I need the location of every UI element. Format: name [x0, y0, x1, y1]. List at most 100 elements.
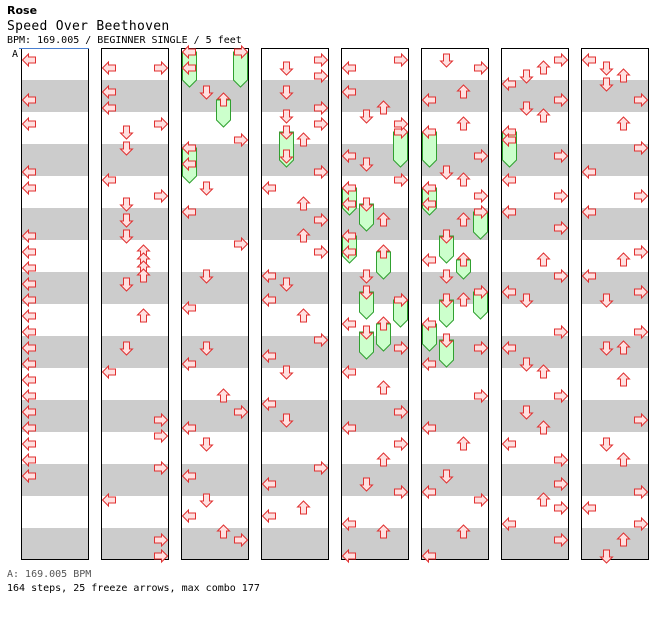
up-arrow	[376, 452, 391, 467]
right-arrow	[554, 188, 569, 204]
arrow-glyph	[554, 500, 569, 516]
right-arrow	[314, 68, 329, 84]
arrow-glyph	[394, 172, 409, 188]
arrow-glyph	[216, 92, 231, 107]
freeze-head-arrow	[234, 44, 249, 60]
arrow-glyph	[154, 60, 169, 76]
arrow-glyph	[421, 548, 436, 564]
left-arrow	[581, 164, 596, 180]
up-arrow	[536, 364, 551, 379]
left-arrow	[341, 196, 356, 212]
arrow-glyph	[341, 516, 356, 532]
arrow-glyph	[261, 476, 276, 492]
left-arrow	[181, 420, 196, 436]
freeze-head-arrow	[376, 316, 391, 331]
beat-stripe	[501, 464, 569, 496]
right-arrow	[154, 428, 169, 444]
left-arrow	[501, 204, 516, 220]
beat-stripe	[581, 80, 649, 112]
arrow-glyph	[136, 268, 151, 283]
arrow-glyph	[314, 68, 329, 84]
right-arrow	[394, 292, 409, 308]
up-arrow	[456, 524, 471, 539]
column-border	[181, 48, 249, 560]
left-arrow	[181, 60, 196, 76]
down-arrow	[199, 269, 214, 284]
arrow-glyph	[21, 228, 36, 244]
freeze-head-arrow	[216, 92, 231, 107]
arrow-glyph	[501, 516, 516, 532]
left-arrow	[501, 340, 516, 356]
down-arrow	[359, 269, 374, 284]
right-arrow	[314, 52, 329, 68]
arrow-glyph	[341, 84, 356, 100]
arrow-glyph	[181, 508, 196, 524]
arrow-glyph	[474, 60, 489, 76]
up-arrow	[376, 100, 391, 115]
arrow-glyph	[314, 52, 329, 68]
right-arrow	[234, 132, 249, 148]
right-arrow	[314, 212, 329, 228]
left-arrow	[341, 548, 356, 564]
right-arrow	[314, 164, 329, 180]
arrow-glyph	[181, 468, 196, 484]
arrow-glyph	[554, 476, 569, 492]
arrow-glyph	[181, 140, 196, 156]
left-arrow	[181, 468, 196, 484]
left-arrow	[21, 180, 36, 196]
arrow-glyph	[376, 452, 391, 467]
right-arrow	[394, 52, 409, 68]
right-arrow	[394, 116, 409, 132]
arrow-glyph	[314, 244, 329, 260]
down-arrow	[599, 77, 614, 92]
arrow-glyph	[554, 52, 569, 68]
left-arrow	[21, 388, 36, 404]
right-arrow	[634, 324, 649, 340]
up-arrow	[536, 492, 551, 507]
arrow-glyph	[394, 116, 409, 132]
up-arrow	[536, 60, 551, 75]
arrow-glyph	[261, 348, 276, 364]
arrow-glyph	[501, 284, 516, 300]
arrow-glyph	[341, 60, 356, 76]
arrow-glyph	[616, 452, 631, 467]
arrow-glyph	[341, 364, 356, 380]
up-arrow	[616, 340, 631, 355]
left-arrow	[21, 92, 36, 108]
arrow-glyph	[501, 340, 516, 356]
arrow-glyph	[616, 252, 631, 267]
up-arrow	[616, 68, 631, 83]
arrow-glyph	[394, 436, 409, 452]
arrow-glyph	[119, 141, 134, 156]
right-arrow	[154, 116, 169, 132]
arrow-glyph	[474, 340, 489, 356]
up-arrow	[456, 116, 471, 131]
beat-stripe	[101, 208, 169, 240]
arrow-glyph	[634, 412, 649, 428]
right-arrow	[314, 116, 329, 132]
left-arrow	[21, 308, 36, 324]
down-arrow	[279, 413, 294, 428]
beat-stripe	[501, 400, 569, 432]
left-arrow	[21, 244, 36, 260]
arrow-glyph	[421, 196, 436, 212]
left-arrow	[341, 316, 356, 332]
down-arrow	[279, 61, 294, 76]
arrow-glyph	[616, 340, 631, 355]
up-arrow	[456, 172, 471, 187]
arrow-glyph	[341, 148, 356, 164]
arrow-glyph	[181, 204, 196, 220]
right-arrow	[554, 452, 569, 468]
arrow-glyph	[119, 277, 134, 292]
beat-stripe	[261, 528, 329, 560]
freeze-head-arrow	[181, 44, 196, 60]
left-arrow	[341, 420, 356, 436]
arrow-glyph	[394, 52, 409, 68]
up-arrow	[296, 196, 311, 211]
arrow-glyph	[616, 116, 631, 131]
left-arrow	[21, 116, 36, 132]
right-arrow	[634, 188, 649, 204]
up-arrow	[376, 524, 391, 539]
arrow-glyph	[554, 452, 569, 468]
left-arrow	[421, 180, 436, 196]
